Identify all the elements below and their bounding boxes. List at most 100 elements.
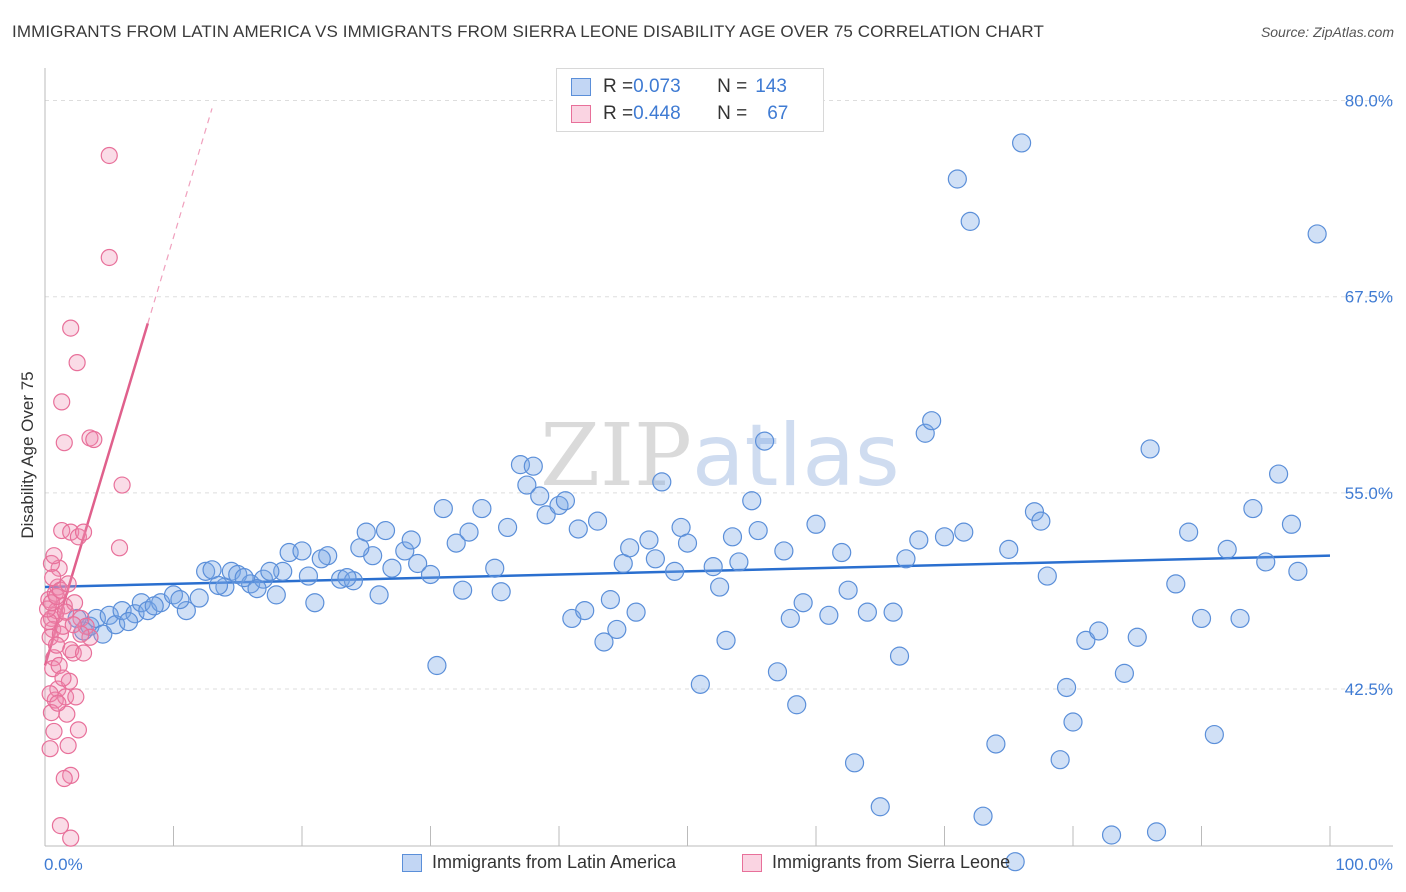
latin-america-point xyxy=(722,527,743,547)
latin-america-point xyxy=(298,566,319,586)
legend-label: Immigrants from Latin America xyxy=(432,852,677,872)
latin-america-point xyxy=(498,517,518,538)
latin-america-point xyxy=(748,520,768,541)
sierra-leone-trend-extension xyxy=(147,108,213,324)
latin-america-point xyxy=(517,475,537,495)
latin-america-point xyxy=(99,605,119,625)
latin-america-point xyxy=(838,580,858,600)
pink-swatch xyxy=(742,853,762,872)
latin-america-point xyxy=(395,541,415,561)
latin-america-point xyxy=(369,585,389,605)
bottom-legend-sierra-leone: Immigrants from Sierra Leone xyxy=(742,852,1010,873)
latin-america-point xyxy=(1307,224,1327,244)
sierra-leone-point xyxy=(100,248,118,267)
sierra-leone-point xyxy=(74,644,93,662)
sierra-leone-point xyxy=(41,740,59,758)
latin-america-point xyxy=(1031,511,1051,531)
sierra-leone-point xyxy=(54,669,72,687)
latin-america-point xyxy=(690,674,710,694)
legend-row-sierra-leone: R = 0.448 N = 67 xyxy=(571,101,788,127)
sierra-leone-point xyxy=(62,319,80,337)
sierra-leone-point xyxy=(67,688,85,706)
sierra-leone-point xyxy=(62,641,80,659)
latin-america-point xyxy=(620,538,640,558)
sierra-leone-point xyxy=(44,569,62,587)
latin-america-point xyxy=(118,611,139,632)
sierra-leone-point xyxy=(56,603,75,621)
latin-america-point xyxy=(767,662,788,682)
latin-america-point xyxy=(1076,630,1096,651)
y-tick-label: 67.5% xyxy=(1345,288,1393,307)
latin-america-point xyxy=(1230,608,1250,629)
latin-america-point xyxy=(587,511,608,531)
latin-america-point xyxy=(305,593,325,613)
latin-america-point xyxy=(170,590,190,610)
latin-america-point xyxy=(1268,464,1289,484)
latin-america-point xyxy=(1089,621,1109,641)
latin-america-point xyxy=(568,519,588,539)
watermark-atlas: atlas xyxy=(692,406,900,506)
r-label: R = xyxy=(603,76,634,97)
latin-america-point xyxy=(665,561,685,581)
latin-america-point xyxy=(626,602,646,622)
sierra-leone-point xyxy=(65,594,84,612)
latin-america-point xyxy=(973,806,993,826)
latin-america-point xyxy=(960,211,980,231)
latin-america-point xyxy=(176,600,196,621)
latin-america-point xyxy=(382,558,402,578)
latin-america-point xyxy=(607,619,627,640)
latin-america-point xyxy=(1056,677,1077,698)
latin-america-point xyxy=(1101,825,1122,845)
sierra-leone-point xyxy=(100,146,118,165)
latin-america-point xyxy=(889,646,910,666)
latin-america-point xyxy=(986,734,1006,754)
latin-america-point xyxy=(947,169,967,189)
latin-america-point xyxy=(401,530,421,550)
sierra-leone-point xyxy=(85,430,103,449)
latin-america-point xyxy=(909,530,929,550)
n-label: N = xyxy=(717,103,748,124)
latin-america-point xyxy=(1037,566,1057,586)
r-value: 0.073 xyxy=(633,76,681,97)
sierra-leone-point xyxy=(53,393,71,411)
latin-america-point xyxy=(639,530,659,550)
latin-america-point xyxy=(1140,439,1160,459)
latin-america-point xyxy=(716,630,736,651)
sierra-leone-point xyxy=(69,721,88,739)
latin-america-point xyxy=(883,602,903,622)
latin-america-point xyxy=(253,569,274,589)
latin-america-point xyxy=(247,579,267,599)
latin-america-point xyxy=(1217,539,1237,559)
latin-america-point xyxy=(857,602,878,622)
latin-america-point xyxy=(806,514,826,534)
latin-america-point xyxy=(1191,608,1212,629)
latin-america-point xyxy=(408,553,428,574)
legend-row-latin-america: R = 0.073 N = 143 xyxy=(571,74,787,100)
latin-america-point xyxy=(260,561,280,581)
chart-source: Source: ZipAtlas.com xyxy=(1260,24,1394,40)
x-tick-label: 0.0% xyxy=(44,855,83,874)
latin-america-point xyxy=(472,498,492,519)
bottom-legend-latin-america: Immigrants from Latin America xyxy=(402,852,676,873)
latin-america-point xyxy=(594,632,614,652)
y-tick-labels: 42.5% 55.0% 67.5% 80.0% xyxy=(1345,92,1393,700)
latin-america-point xyxy=(311,549,331,569)
x-tick-labels: 0.0% 100.0% xyxy=(44,855,1393,874)
sierra-leone-point xyxy=(59,736,77,755)
latin-america-point xyxy=(915,423,935,443)
latin-america-point xyxy=(934,527,955,547)
latin-america-point xyxy=(1011,133,1032,153)
latin-america-point xyxy=(433,498,453,519)
sierra-leone-point xyxy=(81,628,99,646)
latin-america-point xyxy=(427,655,447,676)
latin-america-point xyxy=(1243,498,1263,519)
latin-america-point xyxy=(1256,552,1276,572)
sierra-leone-trend-line xyxy=(43,323,149,666)
latin-america-point xyxy=(1179,522,1199,542)
latin-america-point xyxy=(350,538,370,558)
sierra-leone-point xyxy=(55,434,73,452)
latin-america-point xyxy=(144,596,164,616)
axes xyxy=(44,68,1393,847)
latin-america-point xyxy=(793,593,813,613)
n-value: 143 xyxy=(755,76,787,97)
